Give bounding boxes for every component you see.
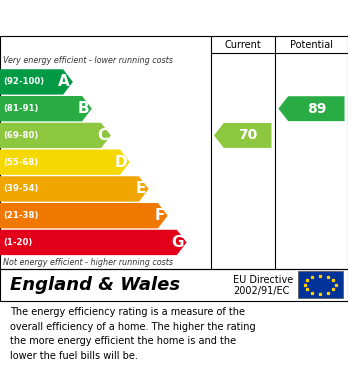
Text: Energy Efficiency Rating: Energy Efficiency Rating [10,11,220,26]
Text: (81-91): (81-91) [3,104,39,113]
Polygon shape [0,230,187,255]
Polygon shape [0,69,73,95]
Text: A: A [58,74,70,90]
Polygon shape [0,176,149,202]
Text: 89: 89 [307,102,326,116]
Text: Current: Current [224,40,261,50]
Text: B: B [78,101,89,116]
Text: (1-20): (1-20) [3,238,33,247]
Text: D: D [114,155,127,170]
Text: Very energy efficient - lower running costs: Very energy efficient - lower running co… [3,56,173,65]
Text: (39-54): (39-54) [3,185,39,194]
Bar [298,271,343,298]
Text: (69-80): (69-80) [3,131,39,140]
Polygon shape [0,123,111,148]
Polygon shape [0,203,168,228]
Text: England & Wales: England & Wales [10,276,181,294]
Text: (92-100): (92-100) [3,77,45,86]
Text: E: E [135,181,146,196]
Text: (21-38): (21-38) [3,211,39,220]
Text: G: G [171,235,184,250]
Polygon shape [0,96,92,121]
Polygon shape [0,149,130,175]
Text: (55-68): (55-68) [3,158,39,167]
Text: Not energy efficient - higher running costs: Not energy efficient - higher running co… [3,258,173,267]
Text: 70: 70 [238,128,257,142]
Text: The energy efficiency rating is a measure of the
overall efficiency of a home. T: The energy efficiency rating is a measur… [10,307,256,361]
Text: Potential: Potential [290,40,333,50]
Text: 2002/91/EC: 2002/91/EC [233,286,290,296]
Polygon shape [214,123,271,148]
Text: C: C [97,128,108,143]
Polygon shape [278,96,345,121]
Text: F: F [155,208,165,223]
Text: EU Directive: EU Directive [233,275,293,285]
